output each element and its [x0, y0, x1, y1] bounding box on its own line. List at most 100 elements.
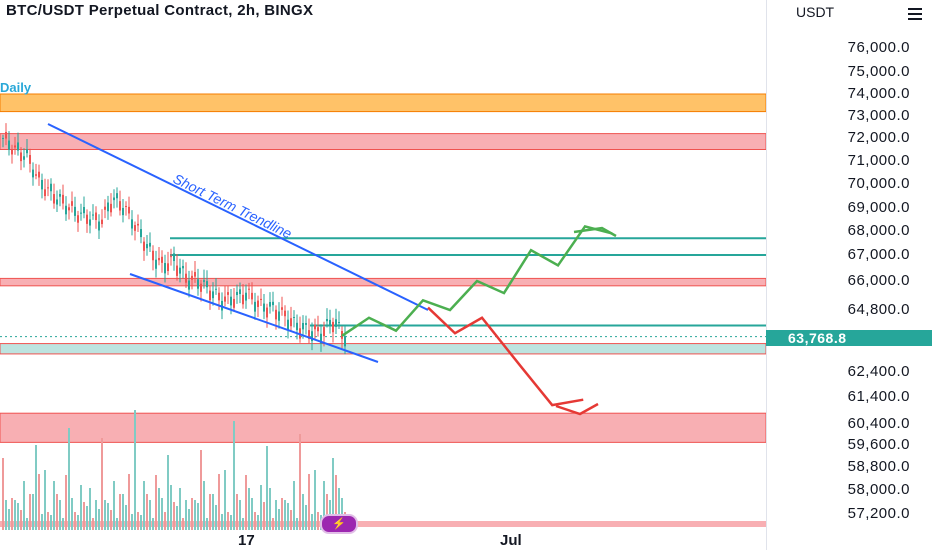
candle-body: [68, 207, 70, 210]
candle-body: [128, 207, 130, 214]
volume-bar: [53, 481, 55, 530]
candle-body: [11, 149, 13, 154]
candle-body: [188, 281, 190, 290]
volume-bar: [116, 518, 118, 530]
volume-bar: [302, 494, 304, 530]
volume-bar: [137, 512, 139, 530]
daily-zone-label: Daily: [0, 80, 31, 95]
y-tick-label: 61,400.0: [848, 388, 910, 405]
volume-bar: [47, 512, 49, 530]
volume-bar: [254, 512, 256, 530]
candle-body: [326, 319, 328, 321]
candle-body: [53, 194, 55, 203]
candle-body: [74, 207, 76, 216]
candle-body: [266, 308, 268, 318]
volume-bar: [50, 515, 52, 530]
volume-bar: [218, 474, 220, 530]
candle-body: [281, 307, 283, 310]
candle-body: [134, 225, 136, 231]
price-axis-separator: [766, 0, 767, 550]
candle-body: [2, 138, 4, 139]
candle-body: [158, 258, 160, 260]
volume-bar: [71, 498, 73, 530]
candle-body: [236, 292, 238, 295]
candle-body: [125, 206, 127, 207]
flash-icon[interactable]: ⚡: [320, 514, 358, 534]
candle-body: [143, 242, 145, 251]
volume-bar: [212, 494, 214, 530]
volume-bar: [113, 481, 115, 530]
y-tick-label: 70,000.0: [848, 175, 910, 192]
volume-bar: [293, 481, 295, 530]
volume-bar: [314, 470, 316, 530]
volume-bar: [41, 514, 43, 530]
candle-body: [95, 213, 97, 221]
volume-bar: [89, 488, 91, 530]
candle-body: [278, 311, 280, 320]
candle-body: [59, 194, 61, 197]
volume-bar: [167, 455, 169, 530]
volume-bar: [131, 514, 133, 530]
zone-resistance-1: [0, 134, 766, 150]
trendline-label: Short Term Trendline: [171, 170, 295, 241]
candle-body: [170, 256, 172, 257]
candle-body: [17, 142, 19, 150]
volume-bar: [176, 506, 178, 530]
volume-bar: [101, 438, 103, 530]
candle-body: [104, 207, 106, 210]
volume-bar: [242, 518, 244, 530]
volume-bar: [317, 512, 319, 530]
candle-body: [344, 336, 346, 346]
volume-bar: [227, 512, 229, 530]
y-tick-label: 75,000.0: [848, 63, 910, 80]
candle-body: [131, 219, 133, 228]
volume-bar: [5, 500, 7, 530]
candle-body: [86, 215, 88, 224]
volume-bar: [206, 518, 208, 530]
volume-bar: [182, 518, 184, 530]
menu-icon[interactable]: [908, 8, 922, 20]
volume-bar: [17, 503, 19, 530]
candle-body: [92, 215, 94, 216]
candle-body: [161, 257, 163, 263]
volume-bar: [143, 481, 145, 530]
y-tick-label: 58,800.0: [848, 458, 910, 475]
currency-label[interactable]: USDT: [796, 4, 834, 20]
candle-body: [65, 206, 67, 215]
volume-bar: [248, 488, 250, 530]
candle-body: [137, 224, 139, 226]
candle-body: [203, 280, 205, 282]
volume-bar: [224, 470, 226, 530]
candle-body: [332, 322, 334, 332]
candle-body: [152, 251, 154, 260]
candle-body: [227, 292, 229, 295]
candle-body: [167, 263, 169, 271]
candle-body: [215, 289, 217, 290]
volume-bar: [185, 500, 187, 530]
candle-body: [116, 193, 118, 198]
candle-body: [302, 323, 304, 329]
candle-body: [218, 293, 220, 301]
candle-body: [176, 266, 178, 276]
volume-bar: [179, 488, 181, 530]
candle-body: [317, 327, 319, 331]
volume-bar: [281, 498, 283, 530]
volume-bar: [269, 488, 271, 530]
candle-body: [80, 213, 82, 214]
volume-bar: [29, 494, 31, 530]
y-tick-label: 64,800.0: [848, 301, 910, 318]
candle-body: [77, 215, 79, 222]
y-tick-label: 68,000.0: [848, 222, 910, 239]
candle-body: [155, 260, 157, 269]
volume-bar: [125, 505, 127, 530]
volume-bar: [74, 512, 76, 530]
candle-body: [26, 149, 28, 153]
volume-bar: [80, 485, 82, 530]
volume-bar: [311, 514, 313, 530]
candle-body: [32, 170, 34, 178]
candle-body: [44, 189, 46, 196]
volume-bar: [128, 474, 130, 530]
candle-body: [8, 141, 10, 150]
candle-body: [224, 297, 226, 302]
